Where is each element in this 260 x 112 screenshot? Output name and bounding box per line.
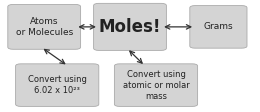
Text: Convert using
6.02 x 10²³: Convert using 6.02 x 10²³	[28, 75, 87, 95]
FancyBboxPatch shape	[114, 64, 198, 106]
Text: Convert using
atomic or molar
mass: Convert using atomic or molar mass	[123, 70, 189, 101]
FancyBboxPatch shape	[16, 64, 99, 106]
Text: Grams: Grams	[204, 22, 233, 31]
FancyBboxPatch shape	[190, 6, 247, 48]
Text: Atoms
or Molecules: Atoms or Molecules	[16, 17, 73, 37]
Text: Moles!: Moles!	[99, 18, 161, 36]
FancyBboxPatch shape	[8, 4, 81, 49]
FancyBboxPatch shape	[94, 3, 166, 50]
